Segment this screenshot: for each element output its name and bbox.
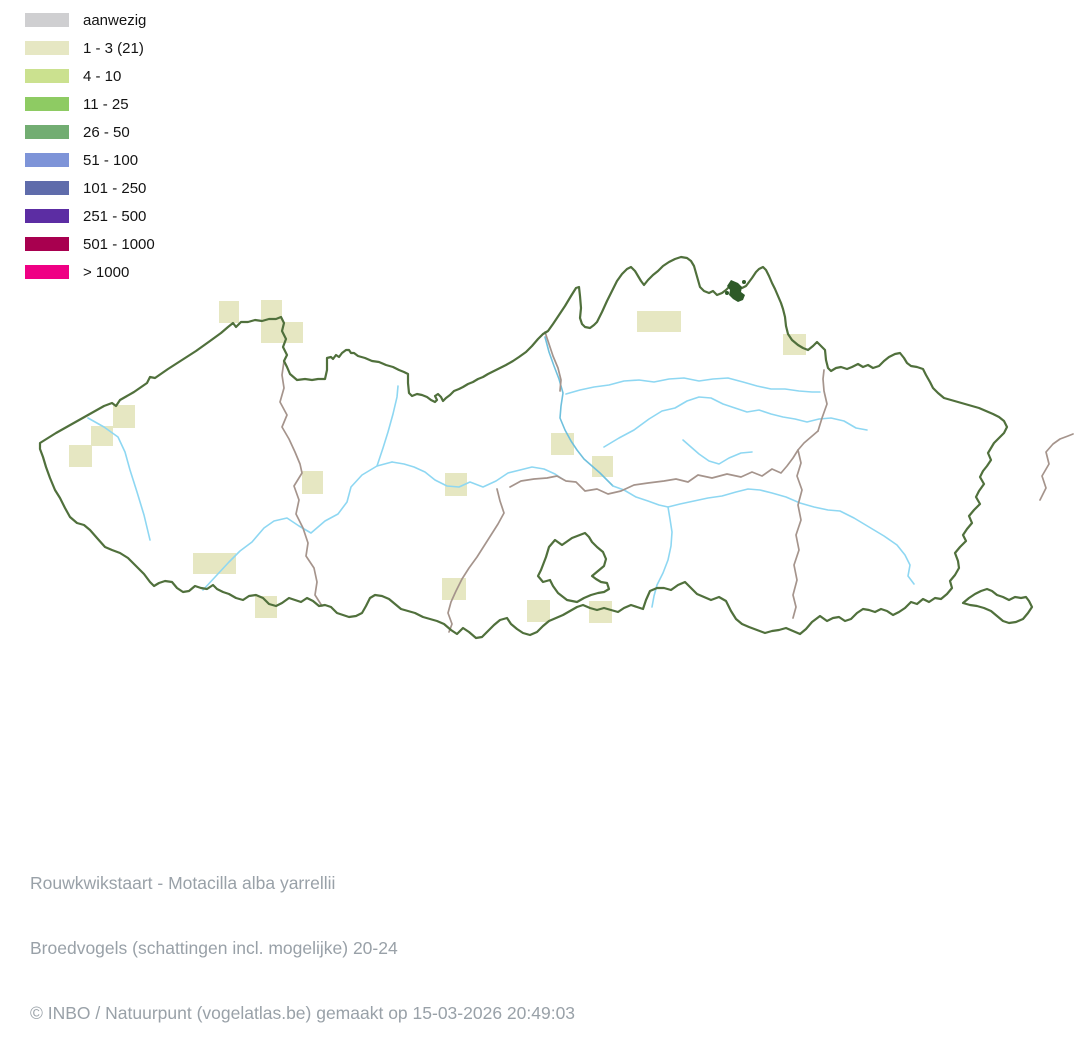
legend-row: aanwezig xyxy=(25,6,155,34)
legend-color-swatch xyxy=(25,69,69,83)
legend-label: > 1000 xyxy=(83,263,130,281)
legend-row: 501 - 1000 xyxy=(25,230,155,258)
occupied-cell xyxy=(113,405,135,428)
legend-color-swatch xyxy=(25,181,69,195)
occupied-cell xyxy=(261,322,282,343)
border-oostvl-brabant xyxy=(447,488,505,633)
legend-color-swatch xyxy=(25,153,69,167)
legend-color-swatch xyxy=(25,97,69,111)
occupied-cell xyxy=(219,301,239,323)
harbour-area-shape xyxy=(727,280,745,302)
occupied-cell xyxy=(589,601,612,623)
legend-color-swatch xyxy=(25,265,69,279)
occupied-cell xyxy=(527,600,550,622)
border-antwerpen-limburg xyxy=(817,369,828,432)
map-caption: Rouwkwikstaart - Motacilla alba yarrelli… xyxy=(30,830,575,1046)
legend-row: 26 - 50 xyxy=(25,118,155,146)
legend-row: 1 - 3 (21) xyxy=(25,34,155,62)
river-demer xyxy=(612,485,915,585)
legend: aanwezig 1 - 3 (21) 4 - 10 11 - 25 26 - 50 51… xyxy=(25,6,155,286)
brussels-enclave-outline xyxy=(536,531,611,604)
border-brabant-limburg xyxy=(792,449,803,619)
river-ijzer xyxy=(87,417,151,541)
legend-label: aanwezig xyxy=(83,11,147,29)
occupied-cell xyxy=(255,596,277,618)
legend-label: 1 - 3 (21) xyxy=(83,39,144,57)
rivers-group xyxy=(87,336,915,608)
occupied-cell xyxy=(193,553,215,574)
occupied-cell xyxy=(91,426,113,446)
occupied-cell xyxy=(445,473,467,496)
harbour-area-group xyxy=(725,280,746,302)
legend-row: 51 - 100 xyxy=(25,146,155,174)
legend-label: 4 - 10 xyxy=(83,67,122,85)
legend-label: 251 - 500 xyxy=(83,207,147,225)
region-border-group xyxy=(38,255,1034,640)
river-dender xyxy=(651,506,673,608)
harbour-dot xyxy=(742,280,746,284)
distribution-map xyxy=(38,255,1074,640)
legend-row: 251 - 500 xyxy=(25,202,155,230)
river-scheldt-antwerp xyxy=(544,336,614,487)
river-kempen-south xyxy=(603,396,868,448)
legend-row: 4 - 10 xyxy=(25,62,155,90)
river-scheldt-upper xyxy=(391,461,565,488)
legend-label: 51 - 100 xyxy=(83,151,139,169)
occupied-cell xyxy=(592,456,613,477)
occupied-cell xyxy=(551,433,574,455)
voeren-exclave-outline xyxy=(961,587,1034,625)
harbour-dot xyxy=(725,291,729,295)
legend-label: 101 - 250 xyxy=(83,179,147,197)
legend-label: 26 - 50 xyxy=(83,123,130,141)
species-title: Rouwkwikstaart - Motacilla alba yarrelli… xyxy=(30,873,336,894)
legend-color-swatch xyxy=(25,13,69,27)
province-borders-group xyxy=(279,331,1074,633)
border-antwerpen-brabant xyxy=(509,430,819,495)
legend-label: 11 - 25 xyxy=(83,95,129,113)
river-leie xyxy=(202,461,393,591)
legend-label: 501 - 1000 xyxy=(83,235,155,253)
river-kempen-north xyxy=(565,377,821,395)
occupied-cell xyxy=(302,471,323,494)
border-southeast-fragment xyxy=(1039,433,1074,501)
credit-line: © INBO / Natuurpunt (vogelatlas.be) gema… xyxy=(30,1002,576,1023)
border-oostvl-antwerpen xyxy=(544,331,562,392)
legend-color-swatch xyxy=(25,237,69,251)
flanders-outline xyxy=(38,255,1009,640)
occupied-cell xyxy=(261,300,282,322)
legend-row: 101 - 250 xyxy=(25,174,155,202)
dataset-subtitle: Broedvogels (schattingen incl. mogelijke… xyxy=(30,937,398,958)
legend-row: 11 - 25 xyxy=(25,90,155,118)
border-westvl-oostvl xyxy=(279,360,323,607)
river-ghent-canal xyxy=(376,385,399,467)
occupied-cell xyxy=(637,311,659,332)
occupied-cells-group xyxy=(69,300,806,623)
occupied-cell xyxy=(783,334,806,355)
river-nete xyxy=(682,439,753,465)
occupied-cell xyxy=(282,322,303,343)
occupied-cell xyxy=(69,445,92,467)
legend-row: > 1000 xyxy=(25,258,155,286)
legend-color-swatch xyxy=(25,41,69,55)
legend-color-swatch xyxy=(25,209,69,223)
occupied-cell xyxy=(659,311,681,332)
occupied-cell xyxy=(215,553,236,574)
legend-color-swatch xyxy=(25,125,69,139)
